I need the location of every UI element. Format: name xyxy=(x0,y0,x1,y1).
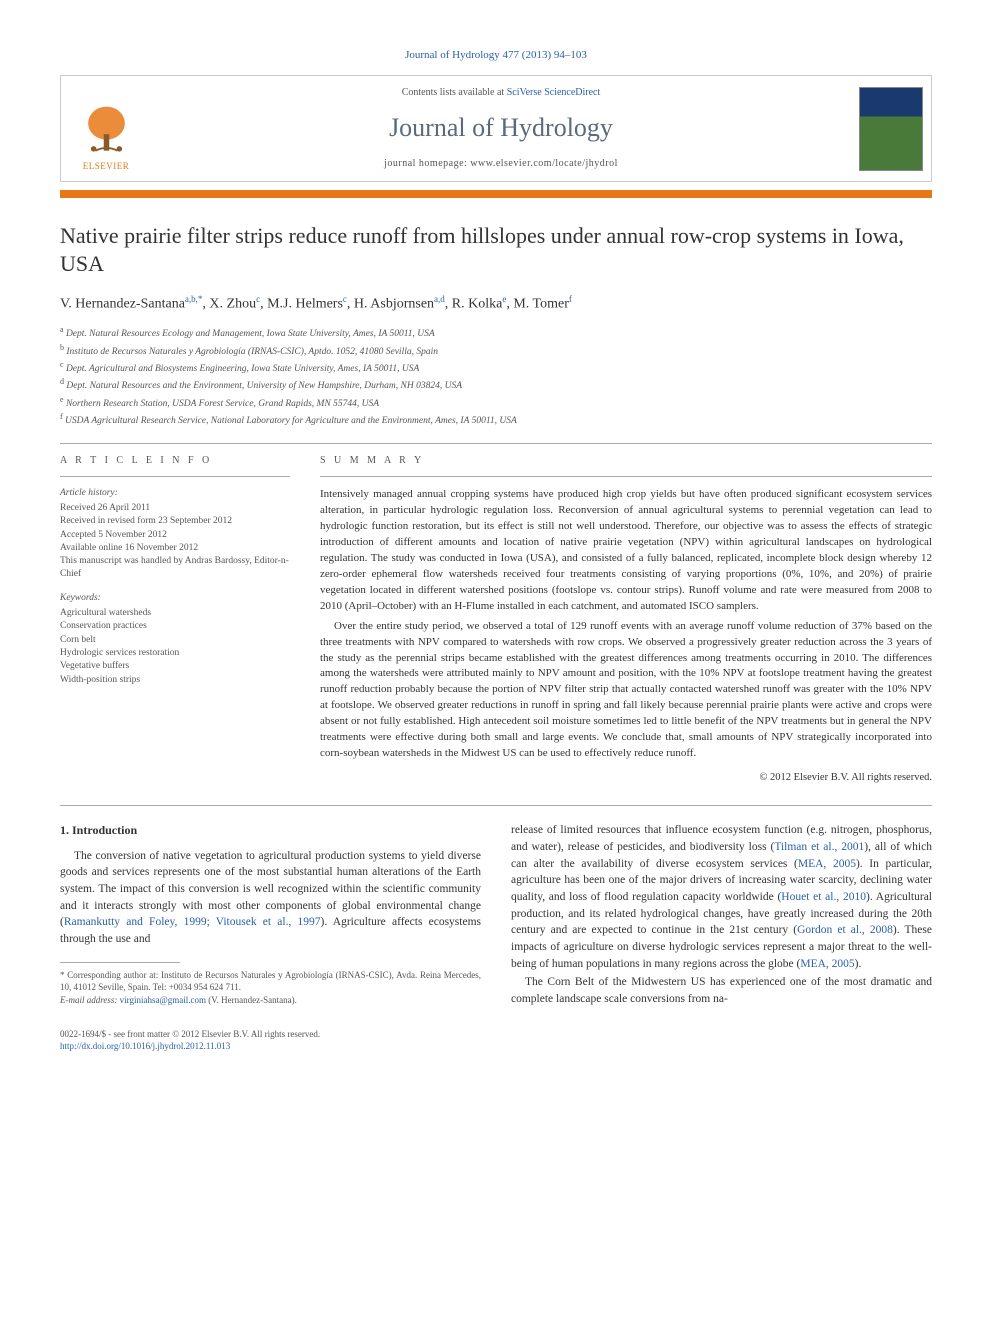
email-tail: (V. Hernandez-Santana). xyxy=(206,995,297,1005)
doi-link[interactable]: http://dx.doi.org/10.1016/j.jhydrol.2012… xyxy=(60,1040,932,1053)
intro-paragraph-right-2: The Corn Belt of the Midwestern US has e… xyxy=(511,974,932,1007)
homepage-prefix: journal homepage: xyxy=(384,158,470,169)
article-info-column: A R T I C L E I N F O Article history: R… xyxy=(60,454,290,786)
article-title: Native prairie filter strips reduce runo… xyxy=(60,222,932,279)
article-info-heading: A R T I C L E I N F O xyxy=(60,454,290,468)
citation-link[interactable]: Gordon et al., 2008 xyxy=(797,924,893,936)
journal-cover-thumb xyxy=(859,87,923,171)
cover-thumb-area xyxy=(851,76,931,180)
elsevier-logo: ELSEVIER xyxy=(71,93,141,173)
author-sup: a,b,* xyxy=(185,294,203,304)
keyword: Vegetative buffers xyxy=(60,660,290,673)
author-sup: c xyxy=(343,294,347,304)
author-sup: a,d xyxy=(434,294,445,304)
keyword: Agricultural watersheds xyxy=(60,607,290,620)
corresponding-author-footnote: * Corresponding author at: Instituto de … xyxy=(60,969,481,994)
summary-paragraph-2: Over the entire study period, we observe… xyxy=(320,619,932,762)
author-sup: f xyxy=(569,294,572,304)
citation-link[interactable]: Houet et al., 2010 xyxy=(781,891,866,903)
homepage-url[interactable]: www.elsevier.com/locate/jhydrol xyxy=(470,158,618,169)
left-column: 1. Introduction The conversion of native… xyxy=(60,822,481,1009)
header-citation: Journal of Hydrology 477 (2013) 94–103 xyxy=(60,48,932,63)
rule xyxy=(60,805,932,806)
right-column: release of limited resources that influe… xyxy=(511,822,932,1009)
history-label: Article history: xyxy=(60,487,290,500)
summary-column: S U M M A R Y Intensively managed annual… xyxy=(320,454,932,786)
author-sup: e xyxy=(502,294,506,304)
elsevier-tree-icon xyxy=(79,103,134,158)
intro-paragraph-right-1: release of limited resources that influe… xyxy=(511,822,932,972)
contents-prefix: Contents lists available at xyxy=(402,87,507,98)
text: ). xyxy=(855,958,862,970)
accent-bar xyxy=(60,190,932,198)
keyword: Width-position strips xyxy=(60,674,290,687)
email-footnote: E-mail address: virginiahsa@gmail.com (V… xyxy=(60,994,481,1007)
page: Journal of Hydrology 477 (2013) 94–103 E… xyxy=(0,0,992,1093)
keyword: Corn belt xyxy=(60,634,290,647)
summary-paragraph-1: Intensively managed annual cropping syst… xyxy=(320,487,932,615)
publisher-logo-area: ELSEVIER xyxy=(61,76,151,180)
affiliation: d Dept. Natural Resources and the Enviro… xyxy=(60,376,932,393)
contents-line: Contents lists available at SciVerse Sci… xyxy=(159,86,843,100)
footnote-rule xyxy=(60,962,180,963)
intro-paragraph-left: The conversion of native vegetation to a… xyxy=(60,848,481,948)
email-label: E-mail address: xyxy=(60,995,120,1005)
banner-center: Contents lists available at SciVerse Sci… xyxy=(151,76,851,180)
article-history-block: Article history: Received 26 April 2011R… xyxy=(60,487,290,582)
citation-link[interactable]: Ramankutty and Foley, 1999; Vitousek et … xyxy=(64,916,321,928)
history-line: Accepted 5 November 2012 xyxy=(60,529,290,542)
affiliation: c Dept. Agricultural and Biosystems Engi… xyxy=(60,359,932,376)
history-line: This manuscript was handled by Andras Ba… xyxy=(60,555,290,582)
author: X. Zhou xyxy=(209,297,256,312)
history-lines: Received 26 April 2011Received in revise… xyxy=(60,502,290,582)
history-line: Available online 16 November 2012 xyxy=(60,542,290,555)
affiliation: f USDA Agricultural Research Service, Na… xyxy=(60,411,932,428)
affiliation-list: a Dept. Natural Resources Ecology and Ma… xyxy=(60,324,932,428)
page-footer: 0022-1694/$ - see front matter © 2012 El… xyxy=(60,1028,932,1053)
homepage-line: journal homepage: www.elsevier.com/locat… xyxy=(159,157,843,171)
journal-name: Journal of Hydrology xyxy=(159,110,843,146)
keywords-lines: Agricultural watershedsConservation prac… xyxy=(60,607,290,687)
author-list: V. Hernandez-Santanaa,b,*, X. Zhouc, M.J… xyxy=(60,293,932,314)
author: V. Hernandez-Santana xyxy=(60,297,185,312)
affiliation: b Instituto de Recursos Naturales y Agro… xyxy=(60,342,932,359)
footer-line-1: 0022-1694/$ - see front matter © 2012 El… xyxy=(60,1028,932,1041)
summary-heading: S U M M A R Y xyxy=(320,454,932,469)
author-sup: c xyxy=(256,294,260,304)
rule xyxy=(60,476,290,477)
sciencedirect-link[interactable]: SciVerse ScienceDirect xyxy=(507,87,601,98)
author: M.J. Helmers xyxy=(267,297,343,312)
citation-link[interactable]: Tilman et al., 2001 xyxy=(774,841,864,853)
author: H. Asbjornsen xyxy=(354,297,434,312)
citation-link[interactable]: MEA, 2005 xyxy=(800,958,854,970)
history-line: Received 26 April 2011 xyxy=(60,502,290,515)
author: R. Kolka xyxy=(452,297,503,312)
email-link[interactable]: virginiahsa@gmail.com xyxy=(120,995,206,1005)
history-line: Received in revised form 23 September 20… xyxy=(60,515,290,528)
info-summary-row: A R T I C L E I N F O Article history: R… xyxy=(60,454,932,786)
body-columns: 1. Introduction The conversion of native… xyxy=(60,822,932,1009)
citation-link[interactable]: MEA, 2005 xyxy=(798,858,856,870)
keywords-block: Keywords: Agricultural watershedsConserv… xyxy=(60,592,290,687)
section-heading-intro: 1. Introduction xyxy=(60,822,481,839)
elsevier-label: ELSEVIER xyxy=(83,160,130,173)
affiliation: a Dept. Natural Resources Ecology and Ma… xyxy=(60,324,932,341)
rule xyxy=(320,476,932,477)
affiliation: e Northern Research Station, USDA Forest… xyxy=(60,394,932,411)
keywords-label: Keywords: xyxy=(60,592,290,605)
copyright-line: © 2012 Elsevier B.V. All rights reserved… xyxy=(320,770,932,785)
keyword: Hydrologic services restoration xyxy=(60,647,290,660)
author: M. Tomer xyxy=(513,297,569,312)
rule xyxy=(60,443,932,444)
keyword: Conservation practices xyxy=(60,620,290,633)
journal-banner: ELSEVIER Contents lists available at Sci… xyxy=(60,75,932,181)
